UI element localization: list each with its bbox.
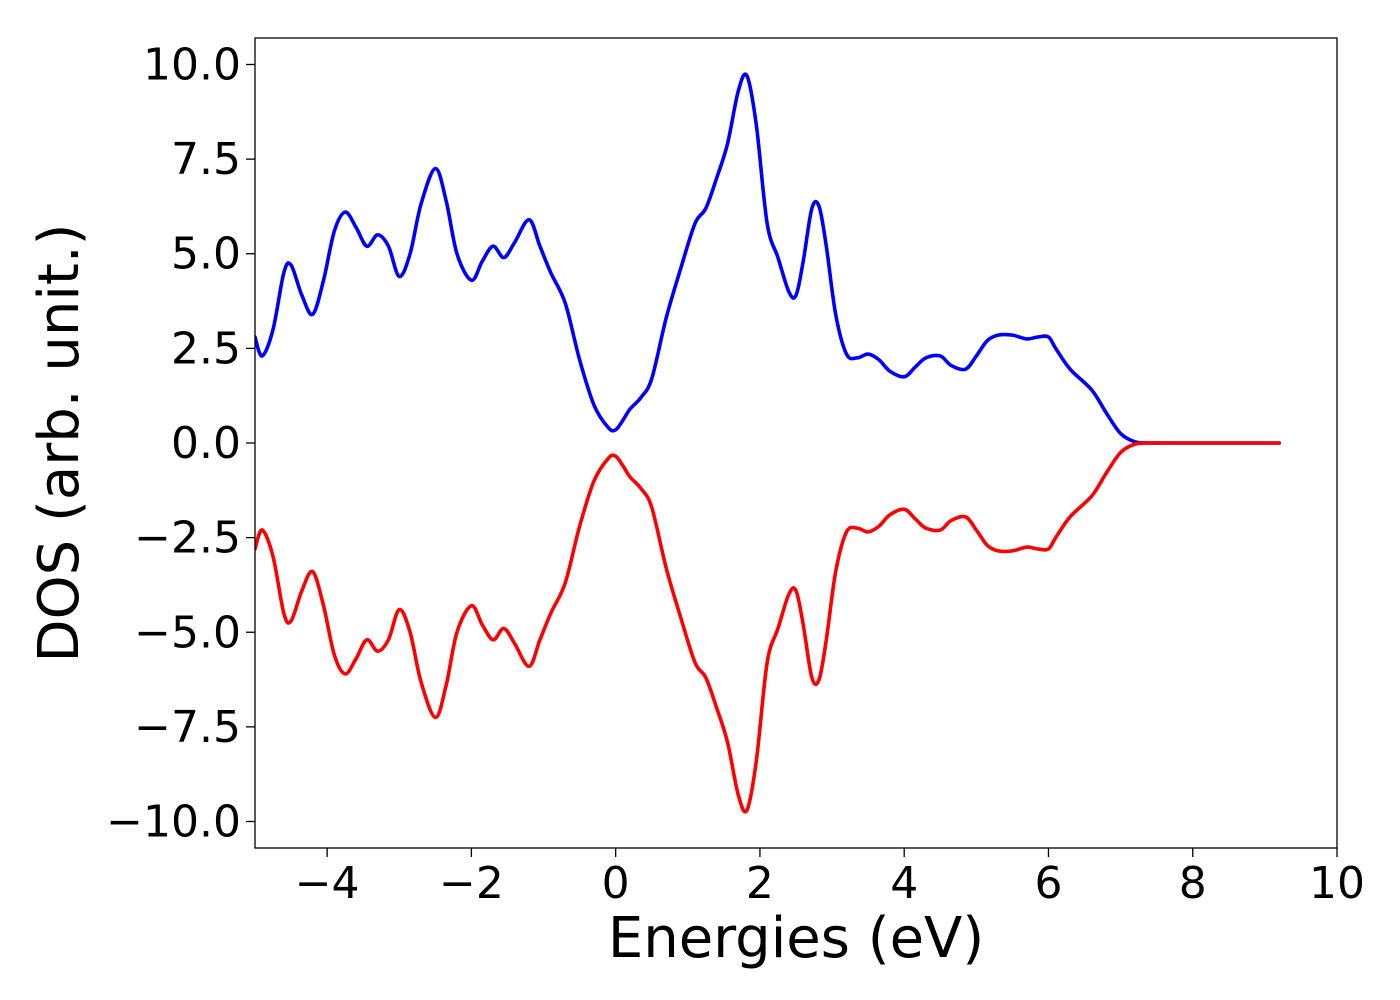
y-axis-ticks: 10.0 7.5 5.0 2.5 0.0 −2.5 −5.0 −7.5 −10.0 — [106, 39, 255, 848]
dos-line-negative — [255, 441, 1282, 814]
y-tick-label: −5.0 — [134, 607, 241, 658]
y-tick-label: 0.0 — [171, 418, 241, 469]
y-tick-label: 2.5 — [171, 323, 241, 374]
x-tick-label: 8 — [1179, 858, 1207, 909]
x-tick-label: −2 — [439, 858, 504, 909]
x-tick-label: −4 — [295, 858, 360, 909]
y-tick-label: −7.5 — [134, 702, 241, 753]
y-tick-label: 5.0 — [171, 229, 241, 280]
x-tick-label: 4 — [890, 858, 918, 909]
x-tick-label: 10 — [1309, 858, 1365, 909]
x-tick-label: 2 — [746, 858, 774, 909]
x-axis-ticks: −4 −2 0 2 4 6 8 10 — [295, 848, 1365, 909]
y-tick-label: −2.5 — [134, 513, 241, 564]
series-layer — [255, 72, 1282, 814]
x-axis-label: Energies (eV) — [608, 906, 984, 971]
x-tick-label: 6 — [1034, 858, 1062, 909]
y-axis-label: DOS (arb. unit.) — [27, 223, 92, 662]
x-tick-label: 0 — [602, 858, 630, 909]
y-tick-label: −10.0 — [106, 797, 241, 848]
y-tick-label: 10.0 — [143, 39, 241, 90]
dos-line-positive — [255, 72, 1282, 445]
y-tick-label: 7.5 — [171, 134, 241, 185]
